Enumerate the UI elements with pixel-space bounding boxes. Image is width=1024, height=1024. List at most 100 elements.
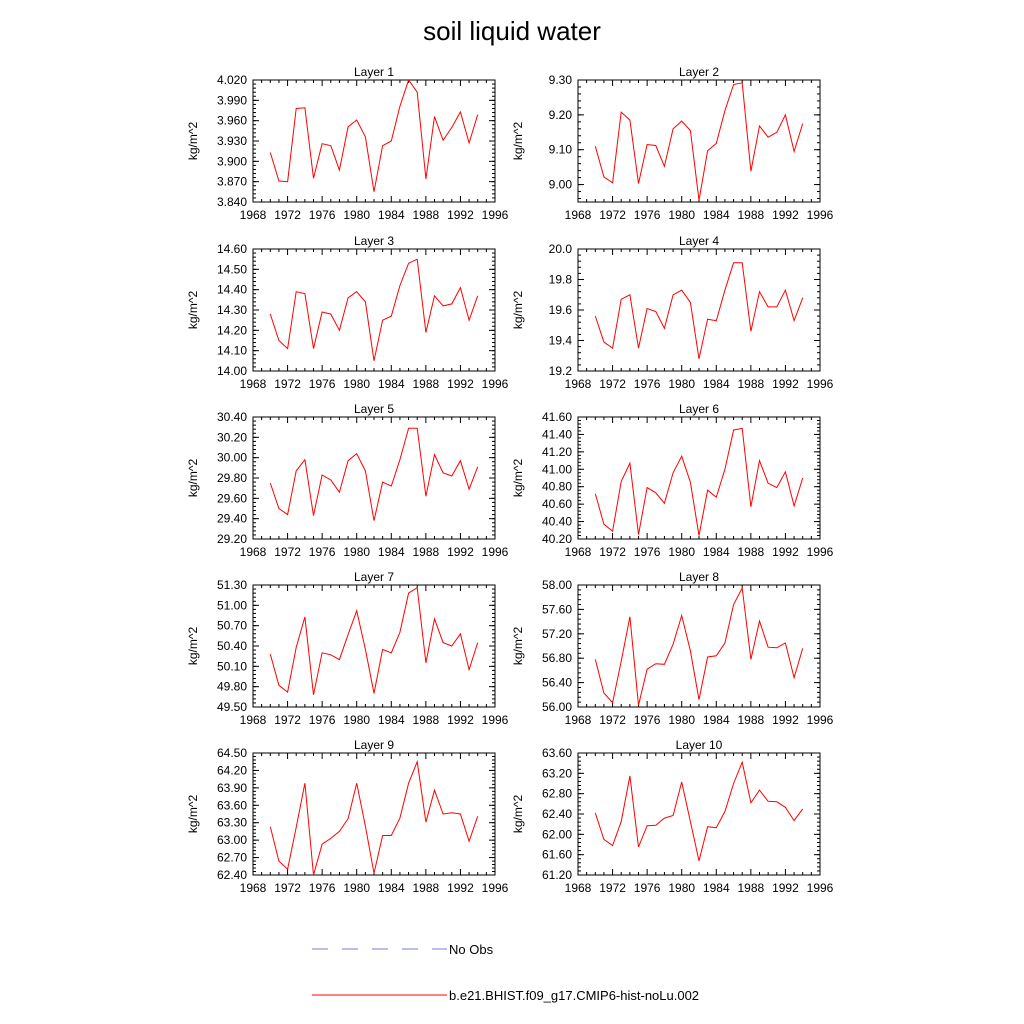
- plot-frame: [577, 752, 821, 876]
- y-tick-label: 19.8: [549, 273, 573, 287]
- legend: No Obs b.e21.BHIST.f09_g17.CMIP6-hist-no…: [312, 942, 699, 1003]
- y-tick-label: 3.900: [217, 154, 247, 168]
- y-tick-label: 57.60: [542, 602, 572, 616]
- x-tick-label: 1984: [378, 881, 405, 895]
- x-tick-label: 1988: [413, 881, 440, 895]
- x-tick-label: 1968: [565, 208, 592, 222]
- x-tick-label: 1992: [447, 713, 474, 727]
- series-line: [594, 82, 804, 201]
- x-tick-label: 1996: [482, 377, 509, 391]
- panel-title: Layer 5: [354, 402, 394, 416]
- series-line: [594, 760, 804, 861]
- y-tick-label: 61.60: [542, 848, 572, 862]
- x-tick-label: 1992: [447, 881, 474, 895]
- x-tick-label: 1996: [807, 377, 834, 391]
- y-tick-label: 29.60: [217, 491, 247, 505]
- y-tick-label: 40.80: [542, 480, 572, 494]
- y-tick-label: 40.40: [542, 515, 572, 529]
- x-tick-label: 1992: [447, 208, 474, 222]
- y-tick-label: 63.00: [217, 833, 247, 847]
- x-tick-label: 1988: [738, 377, 765, 391]
- y-axis-label: kg/m^2: [511, 459, 525, 498]
- panel-layer-9: Layer 9 1968 1972 1976 1980 1984 1988 1992 1996 6…: [186, 738, 509, 895]
- series-line: [269, 427, 479, 521]
- y-tick-label: 19.4: [549, 334, 573, 348]
- y-tick-label: 30.20: [217, 430, 247, 444]
- y-tick-label: 50.70: [217, 619, 247, 633]
- y-tick-label: 14.30: [217, 303, 247, 317]
- x-tick-label: 1972: [274, 713, 301, 727]
- panel-title: Layer 8: [679, 570, 719, 584]
- y-tick-label: 62.40: [217, 868, 247, 882]
- legend-model-label: b.e21.BHIST.f09_g17.CMIP6-hist-noLu.002: [449, 988, 699, 1003]
- panel-layer-5: Layer 5 1968 1972 1976 1980 1984 1988 1992 1996 2…: [186, 402, 509, 559]
- x-tick-label: 1980: [668, 713, 695, 727]
- y-tick-label: 41.60: [542, 410, 572, 424]
- y-tick-label: 50.10: [217, 659, 247, 673]
- y-tick-label: 19.2: [549, 364, 573, 378]
- x-tick-label: 1984: [703, 713, 730, 727]
- y-tick-label: 9.10: [549, 143, 573, 157]
- x-tick-label: 1968: [240, 208, 267, 222]
- x-tick-label: 1972: [599, 545, 626, 559]
- y-tick-label: 3.930: [217, 134, 247, 148]
- y-tick-label: 14.20: [217, 323, 247, 337]
- x-tick-label: 1992: [772, 377, 799, 391]
- x-tick-label: 1980: [343, 881, 370, 895]
- y-tick-label: 51.30: [217, 578, 247, 592]
- y-tick-label: 51.00: [217, 598, 247, 612]
- y-axis-label: kg/m^2: [186, 122, 200, 161]
- x-tick-label: 1972: [599, 208, 626, 222]
- x-tick-label: 1976: [309, 208, 336, 222]
- plot-frame: [577, 584, 821, 708]
- x-tick-label: 1968: [240, 881, 267, 895]
- y-tick-label: 29.20: [217, 532, 247, 546]
- x-tick-label: 1980: [668, 545, 695, 559]
- panel-layer-7: Layer 7 1968 1972 1976 1980 1984 1988 1992 1996 4…: [186, 570, 509, 727]
- y-tick-label: 62.80: [542, 787, 572, 801]
- y-tick-label: 63.20: [542, 766, 572, 780]
- panel-title: Layer 1: [354, 65, 394, 79]
- plot-frame: [252, 584, 496, 708]
- x-tick-label: 1976: [309, 377, 336, 391]
- y-tick-label: 64.20: [217, 763, 247, 777]
- x-tick-label: 1980: [343, 713, 370, 727]
- plot-frame: [252, 248, 496, 372]
- x-tick-label: 1984: [703, 208, 730, 222]
- panel-title: Layer 6: [679, 402, 719, 416]
- x-tick-label: 1972: [274, 377, 301, 391]
- y-tick-label: 40.60: [542, 497, 572, 511]
- x-tick-label: 1980: [343, 208, 370, 222]
- panel-title: Layer 7: [354, 570, 394, 584]
- y-tick-label: 9.20: [549, 108, 573, 122]
- x-tick-label: 1984: [378, 545, 405, 559]
- x-tick-label: 1996: [482, 208, 509, 222]
- y-tick-label: 9.30: [549, 73, 573, 87]
- x-tick-label: 1996: [482, 545, 509, 559]
- x-tick-label: 1988: [738, 881, 765, 895]
- x-tick-label: 1968: [565, 545, 592, 559]
- x-tick-label: 1976: [634, 545, 661, 559]
- x-tick-label: 1968: [240, 377, 267, 391]
- y-tick-label: 63.30: [217, 816, 247, 830]
- x-tick-label: 1980: [343, 377, 370, 391]
- y-tick-label: 62.40: [542, 807, 572, 821]
- x-tick-label: 1984: [378, 208, 405, 222]
- y-tick-label: 56.00: [542, 700, 572, 714]
- y-tick-label: 62.00: [542, 827, 572, 841]
- panel-title: Layer 10: [676, 738, 723, 752]
- y-tick-label: 14.10: [217, 344, 247, 358]
- y-tick-label: 40.20: [542, 532, 572, 546]
- x-tick-label: 1988: [738, 713, 765, 727]
- x-tick-label: 1984: [703, 545, 730, 559]
- series-line: [269, 78, 479, 192]
- x-tick-label: 1996: [807, 881, 834, 895]
- y-axis-label: kg/m^2: [186, 459, 200, 498]
- x-tick-label: 1984: [703, 377, 730, 391]
- x-tick-label: 1968: [565, 377, 592, 391]
- panel-title: Layer 3: [354, 234, 394, 248]
- y-tick-label: 19.6: [549, 303, 573, 317]
- y-axis-label: kg/m^2: [511, 627, 525, 666]
- y-tick-label: 29.40: [217, 512, 247, 526]
